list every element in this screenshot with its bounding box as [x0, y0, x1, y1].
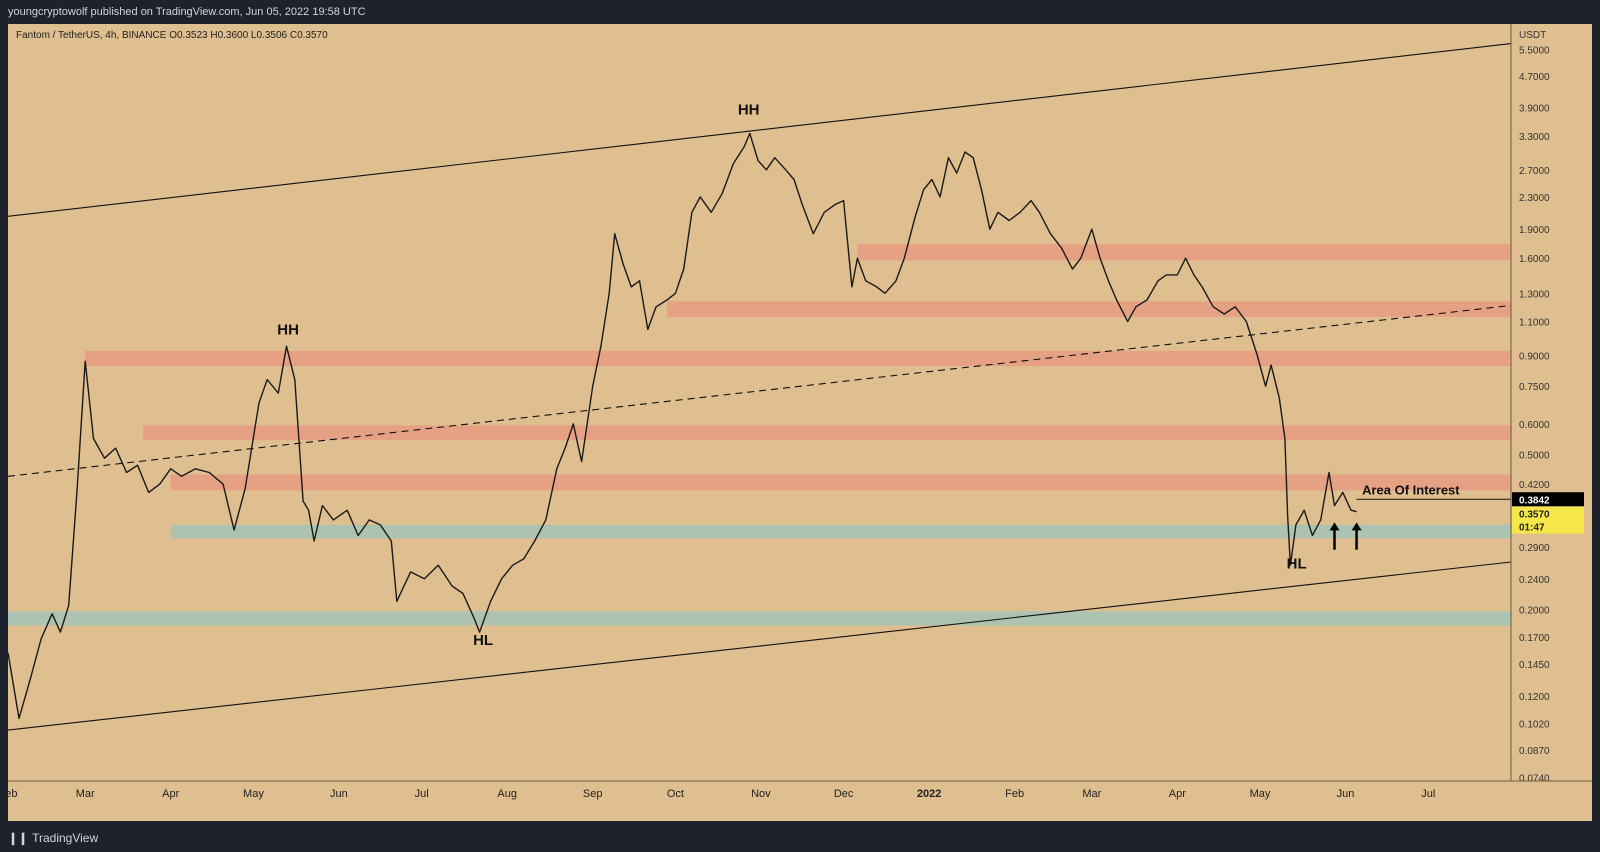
up-arrow-icon: [1351, 522, 1362, 531]
resistance-zone: [857, 244, 1511, 261]
support-zone: [8, 611, 1511, 626]
y-tick-label: 0.2900: [1519, 543, 1550, 554]
price-label-box: [1512, 506, 1584, 521]
x-tick-label: Nov: [751, 788, 771, 800]
x-tick-label: Jun: [1337, 788, 1355, 800]
x-tick-label: Dec: [834, 788, 854, 800]
tradingview-logo-icon: ❙❙: [8, 831, 29, 845]
y-tick-label: 0.1020: [1519, 719, 1550, 730]
y-tick-label: 0.6000: [1519, 420, 1550, 431]
y-tick-label: 0.0740: [1519, 774, 1550, 785]
y-tick-label: 1.6000: [1519, 254, 1550, 265]
y-tick-label: 2.7000: [1519, 166, 1550, 177]
price-label: 01:47: [1519, 523, 1545, 534]
y-tick-label: 5.5000: [1519, 46, 1550, 57]
x-tick-label: Apr: [162, 788, 179, 800]
symbol-legend: Fantom / TetherUS, 4h, BINANCE O0.3523 H…: [16, 30, 328, 41]
swing-label: HL: [1287, 556, 1307, 573]
published-header: youngcryptowolf published on TradingView…: [0, 0, 1600, 24]
published-text: youngcryptowolf published on TradingView…: [8, 6, 366, 18]
price-label: 0.3842: [1519, 495, 1550, 506]
y-tick-label: 1.1000: [1519, 318, 1550, 329]
brand-text: TradingView: [32, 831, 99, 845]
y-tick-label: 1.9000: [1519, 225, 1550, 236]
support-zone: [170, 524, 1512, 539]
tradingview-logo[interactable]: ❙❙ TradingView: [8, 824, 98, 852]
price-label-box: [1512, 492, 1584, 507]
x-tick-label: Mar: [1082, 788, 1101, 800]
resistance-zone: [143, 425, 1512, 441]
up-arrow-icon: [1329, 522, 1340, 531]
chart-frame[interactable]: HH HH HL HL Area Of Interest USDT 5.5000 4.7000…: [0, 24, 1592, 821]
y-tick-label: 3.3000: [1519, 132, 1550, 143]
y-tick-label: 0.1200: [1519, 692, 1550, 703]
x-tick-label: Jul: [415, 788, 429, 800]
x-tick-label: May: [243, 788, 264, 800]
y-axis-unit: USDT: [1519, 30, 1546, 41]
y-tick-label: 0.5000: [1519, 451, 1550, 462]
x-tick-label: 2022: [917, 788, 941, 800]
resistance-zone: [170, 474, 1512, 491]
x-tick-label: Aug: [497, 788, 517, 800]
y-tick-label: 0.1700: [1519, 633, 1550, 644]
resistance-zone: [667, 301, 1511, 317]
price-series-line: [7, 132, 1357, 720]
y-tick-label: 0.9000: [1519, 351, 1550, 362]
x-tick-label: Apr: [1169, 788, 1186, 800]
x-tick-label: May: [1250, 788, 1271, 800]
price-chart[interactable]: HH HH HL HL Area Of Interest USDT 5.5000 4.7000…: [0, 24, 1592, 821]
x-tick-label: Jun: [330, 788, 348, 800]
y-tick-label: 0.4200: [1519, 480, 1550, 491]
swing-label: HH: [738, 101, 760, 118]
y-tick-label: 4.7000: [1519, 72, 1550, 83]
trendline[interactable]: [7, 561, 1512, 731]
swing-label: HL: [473, 632, 493, 649]
resistance-zone: [85, 350, 1511, 367]
dashed-trendline[interactable]: [7, 304, 1512, 477]
x-tick-label: Feb: [1005, 788, 1024, 800]
y-tick-label: 2.3000: [1519, 193, 1550, 204]
y-tick-label: 3.9000: [1519, 104, 1550, 115]
price-label-box: [1512, 519, 1584, 534]
trendline[interactable]: [7, 43, 1512, 217]
y-tick-label: 0.7500: [1519, 382, 1550, 393]
x-tick-label: Oct: [667, 788, 684, 800]
y-tick-label: 0.2400: [1519, 575, 1550, 586]
x-tick-label: Sep: [583, 788, 603, 800]
plot-area[interactable]: [8, 24, 1511, 781]
x-tick-label: Feb: [8, 788, 17, 800]
swing-label: HH: [277, 321, 299, 338]
x-tick-label: Jul: [1421, 788, 1435, 800]
y-tick-label: 0.1450: [1519, 660, 1550, 671]
y-tick-label: 0.2000: [1519, 606, 1550, 617]
y-tick-label: 0.0870: [1519, 746, 1550, 757]
footer-bar: ❙❙ TradingView: [0, 824, 1600, 852]
x-tick-label: Mar: [76, 788, 95, 800]
area-of-interest-label: Area Of Interest: [1362, 483, 1460, 498]
price-label: 0.3570: [1519, 510, 1550, 521]
y-tick-label: 1.3000: [1519, 289, 1550, 300]
